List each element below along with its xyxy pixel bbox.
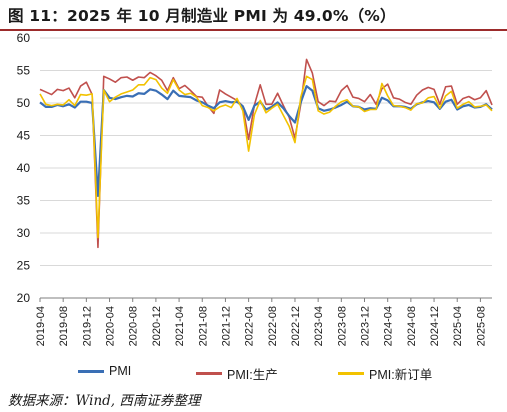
x-tick-label: 2020-12 xyxy=(151,306,163,346)
legend-swatch-new-orders xyxy=(338,372,364,375)
series-lines xyxy=(39,58,493,249)
series-line-new-orders xyxy=(39,75,493,239)
y-tick-label: 25 xyxy=(17,259,31,273)
y-tick-label: 35 xyxy=(17,194,31,208)
legend-swatch-pmi xyxy=(78,369,104,373)
legend-item-production: PMI:生产 xyxy=(196,364,278,383)
x-tick-label: 2025-04 xyxy=(452,306,464,346)
legend: PMI PMI:生产 PMI:新订单 xyxy=(0,364,507,383)
x-tick-label: 2025-08 xyxy=(475,306,487,346)
x-tick-label: 2019-08 xyxy=(58,306,70,346)
y-tick-label: 40 xyxy=(17,161,31,175)
x-tick-label: 2021-04 xyxy=(174,306,186,346)
x-tick-label: 2020-08 xyxy=(128,306,140,346)
x-tick-label: 2023-08 xyxy=(336,306,348,346)
legend-swatch-production xyxy=(196,372,222,375)
x-tick-label: 2022-12 xyxy=(290,306,302,346)
legend-label-production: PMI:生产 xyxy=(227,368,278,382)
y-tick-label: 60 xyxy=(17,31,31,45)
gridlines xyxy=(40,37,492,266)
chart-title: 图 11：2025 年 10 月制造业 PMI 为 49.0%（%） xyxy=(8,7,396,25)
x-tick-label: 2020-04 xyxy=(105,306,117,346)
y-tick-label: 50 xyxy=(17,96,31,110)
x-tick-label: 2021-12 xyxy=(220,306,232,346)
x-tick-label: 2024-04 xyxy=(383,306,395,346)
x-tick-label: 2023-12 xyxy=(360,306,372,346)
legend-label-pmi: PMI xyxy=(109,364,132,378)
y-tick-label: 55 xyxy=(17,64,31,78)
y-tick-label: 30 xyxy=(17,226,31,240)
legend-item-pmi: PMI xyxy=(78,364,131,378)
series-line-production xyxy=(39,58,493,249)
x-tick-label: 2022-08 xyxy=(267,306,279,346)
source-note: 数据来源：Wind, 西南证券整理 xyxy=(8,393,201,409)
x-tick-label: 2019-04 xyxy=(35,306,47,346)
y-tick-label: 45 xyxy=(17,129,31,143)
x-tick-label: 2024-12 xyxy=(429,306,441,346)
x-tick-label: 2022-04 xyxy=(244,306,256,346)
y-axis: 20 25 30 35 40 45 50 55 60 xyxy=(17,31,31,305)
x-tick-label: 2024-08 xyxy=(406,306,418,346)
title-rule xyxy=(0,29,507,31)
x-tick-label: 2021-08 xyxy=(197,306,209,346)
x-tick-label: 2023-04 xyxy=(313,306,325,346)
line-chart: 20 25 30 35 40 45 50 55 60 2019-04 2019-08 2019-12… xyxy=(17,31,493,346)
y-tick-label: 20 xyxy=(17,291,31,305)
legend-label-new-orders: PMI:新订单 xyxy=(369,368,433,382)
legend-item-new-orders: PMI:新订单 xyxy=(338,364,432,383)
x-tick-label: 2019-12 xyxy=(81,306,93,346)
x-axis: 2019-04 2019-08 2019-12 2020-04 2020-08 2020-… xyxy=(35,297,492,346)
